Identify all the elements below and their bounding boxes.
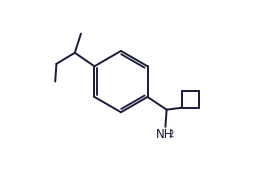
Text: NH: NH [156,128,174,141]
Text: 2: 2 [168,130,173,139]
